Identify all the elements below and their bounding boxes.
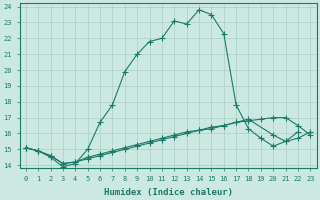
X-axis label: Humidex (Indice chaleur): Humidex (Indice chaleur) [104, 188, 233, 197]
